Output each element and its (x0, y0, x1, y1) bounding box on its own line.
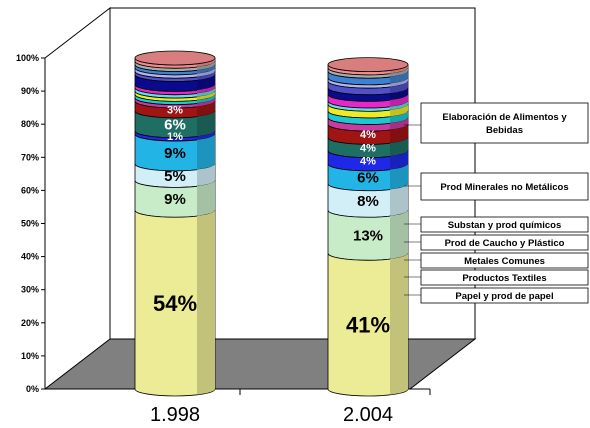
bar-segment-shade (197, 74, 215, 91)
side-wall (44, 6, 111, 339)
bar-segment-shade (390, 253, 408, 395)
y-tick-label: 40% (21, 252, 39, 262)
cylinder-top (134, 50, 216, 66)
bar-segment-shade (390, 137, 408, 157)
legend-entry: Prod de Caucho y Plástico (404, 234, 589, 251)
bar-segment-shade (197, 87, 215, 97)
y-tick-label: 10% (21, 351, 39, 361)
y-tick-label: 50% (21, 219, 39, 229)
legend-entry: Metales Comunes (404, 252, 589, 269)
legend-box (420, 216, 589, 233)
bar-segment-shade (197, 110, 215, 137)
legend-box (420, 102, 589, 144)
legend-label: Elaboración de Alimentos y (442, 112, 567, 123)
data-label: 1% (167, 131, 183, 143)
y-tick-label: 60% (21, 185, 39, 195)
bar-segment-shade (390, 87, 408, 101)
bar-segment-shade (390, 110, 408, 124)
data-label: 41% (346, 312, 390, 337)
data-label: 9% (164, 191, 186, 208)
y-tick-label: 100% (16, 53, 39, 63)
data-label: 8% (357, 193, 379, 210)
bar-segment-shade (197, 130, 215, 140)
bar-segment-shade (390, 81, 408, 94)
bar-segment-shade (390, 124, 408, 144)
cylinder-top (327, 57, 409, 73)
legend-entry: Papel y prod de papel (404, 287, 589, 304)
category-label: 1.998 (150, 404, 200, 426)
data-label: 13% (353, 228, 383, 245)
bar-segment-shade (197, 210, 215, 395)
bar-segment-shade (197, 61, 215, 71)
bar-segment-shade (197, 163, 215, 187)
bar-segment-shade (390, 94, 408, 107)
legend-box (420, 252, 589, 269)
bar-segment-shade (197, 84, 215, 94)
chart-walls (44, 6, 476, 339)
cylinder-0: 54% 9% 5% 9% 1%6%3% (134, 50, 216, 397)
chart-floor (43, 338, 477, 395)
legend: Elaboración de Alimentos y Bebidas Prod Mi… (404, 102, 589, 304)
y-axis: 0% 10% 20% 30% 40% 50% 60% 70% 80% 90% 100% (16, 53, 46, 394)
bar-segment-shade (197, 180, 215, 216)
bar-segment-shade (390, 104, 408, 117)
data-label: 4% (360, 129, 376, 141)
y-tick-label: 20% (21, 318, 39, 328)
data-label: 54% (153, 291, 197, 316)
legend-box (420, 287, 589, 304)
x-axis-labels: 1.998 2.004 (150, 404, 393, 426)
bar-segment-shade (197, 94, 215, 104)
bar-segment-shade (390, 150, 408, 170)
bar-segment-shade (390, 117, 408, 130)
legend-label: Papel y prod de papel (455, 291, 553, 302)
legend-label: Prod Minerales no Metálicos (440, 182, 568, 193)
legend-entry: Elaboración de Alimentos y Bebidas (404, 102, 589, 144)
bar-segment-shade (197, 134, 215, 170)
bar-segment-shade (390, 210, 408, 259)
y-tick-label: 90% (21, 86, 39, 96)
bar-segment-shade (390, 67, 408, 77)
data-label: 9% (164, 145, 186, 162)
bar-segment-shade (390, 71, 408, 84)
data-label: 6% (357, 170, 379, 187)
data-label: 3% (167, 104, 183, 116)
data-label: 4% (360, 156, 376, 168)
bar-segment-shade (197, 91, 215, 101)
data-label: 4% (360, 142, 376, 154)
data-label: 6% (164, 117, 186, 134)
bar-segment-shade (390, 77, 408, 87)
bar-segment-shade (390, 101, 408, 110)
legend-label: Productos Textiles (462, 273, 546, 284)
legend-entry: Prod Minerales no Metálicos (404, 172, 589, 201)
legend-box (420, 172, 589, 201)
category-label: 2.004 (343, 404, 393, 426)
legend-entry: Substan y prod químicos (404, 216, 589, 233)
legend-entry: Productos Textiles (404, 269, 589, 286)
y-tick-label: 0% (26, 384, 39, 394)
bar-segment-shade (197, 97, 215, 107)
bar-segment-shade (197, 71, 215, 81)
data-label: 5% (164, 168, 186, 185)
bars: 54%9%5%9%1%6%3%41%13%8%6%4%4%4% (134, 50, 409, 397)
floor-plane (43, 338, 477, 390)
legend-box (420, 234, 589, 251)
y-tick-label: 80% (21, 119, 39, 129)
bar-segment-shade (197, 64, 215, 74)
legend-label: Substan y prod químicos (448, 220, 562, 231)
y-tick-label: 30% (21, 285, 39, 295)
legend-box (420, 269, 589, 286)
legend-label: Metales Comunes (464, 256, 545, 267)
y-tick-label: 70% (21, 152, 39, 162)
bar-segment-shade (390, 183, 408, 216)
legend-label: Bebidas (486, 125, 523, 136)
bar-segment-shade (390, 163, 408, 190)
bar-segment-shade (197, 101, 215, 117)
bar-segment-shade (197, 67, 215, 77)
legend-label: Prod de Caucho y Plástico (445, 238, 565, 249)
cylinder-1: 41%13%8%6%4%4%4% (327, 57, 409, 397)
